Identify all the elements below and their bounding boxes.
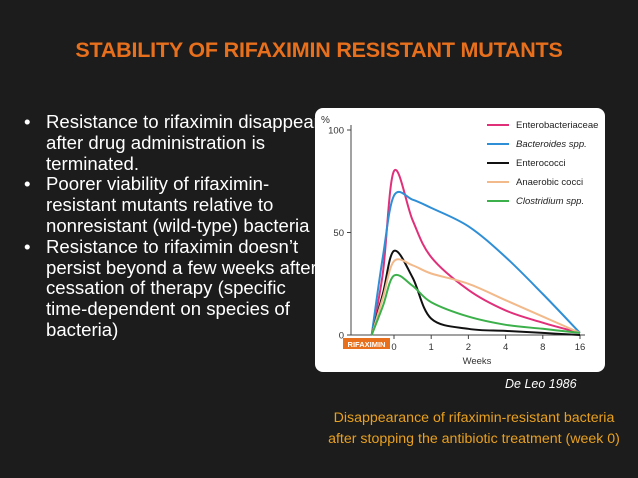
x-tick-label: 2 [466,342,471,353]
citation: De Leo 1986 [505,377,577,391]
legend-label: Bacteroides spp. [516,139,587,150]
legend-label: Enterococci [516,158,566,169]
series-line [370,168,581,336]
x-tick-label: 4 [503,342,508,353]
y-tick-label: 0 [339,331,344,342]
y-tick-label: 100 [328,126,344,137]
bullet-dot: • [24,235,31,257]
bullet-list: • Resistance to rifaximin disappear after… [22,111,322,341]
x-axis-label: Weeks [463,356,492,367]
bullet-item: • Poorer viability of rifaximin-resistant… [22,174,322,236]
series-line [370,190,581,336]
x-tick-label: 8 [540,342,545,353]
rifaximin-label: RIFAXIMIN [348,340,386,349]
series-line [370,258,581,336]
figure-caption: Disappearance of rifaximin-resistant bac… [328,410,620,447]
chart-panel: % 0 50 100 0 1 2 4 8 16 Weeks RIFAXIMIN Enterobacter… [315,108,605,372]
series-line [370,249,581,336]
x-tick-label: 0 [391,342,396,353]
legend-label: Enterobacteriaceae [516,120,598,131]
bullet-dot: • [24,111,31,132]
y-tick-label: 50 [333,228,344,239]
slide-title: STABILITY OF RIFAXIMIN RESISTANT MUTANTS [75,38,563,62]
legend-label: Clostridium spp. [516,196,584,207]
legend-label: Anaerobic cocci [516,177,583,188]
x-tick-label: 1 [429,342,434,353]
y-axis-unit: % [321,115,330,126]
rifaximin-label-box [343,338,390,349]
series-line [370,273,581,336]
line-chart: % 0 50 100 0 1 2 4 8 16 Weeks RIFAXIMIN Enterobacter… [321,115,598,367]
bullet-dot: • [24,173,31,195]
x-tick-label: 16 [575,342,586,353]
bullet-text: Poorer viability of rifaximin-resistant … [46,173,310,236]
bullet-item: • Resistance to rifaximin disappear after… [22,111,322,174]
bullet-text: Resistance to rifaximin disappear after … [46,111,320,174]
bullet-item: • Resistance to rifaximin doesn’t persist… [22,235,322,341]
bullet-text: Resistance to rifaximin doesn’t persist … [46,235,317,340]
